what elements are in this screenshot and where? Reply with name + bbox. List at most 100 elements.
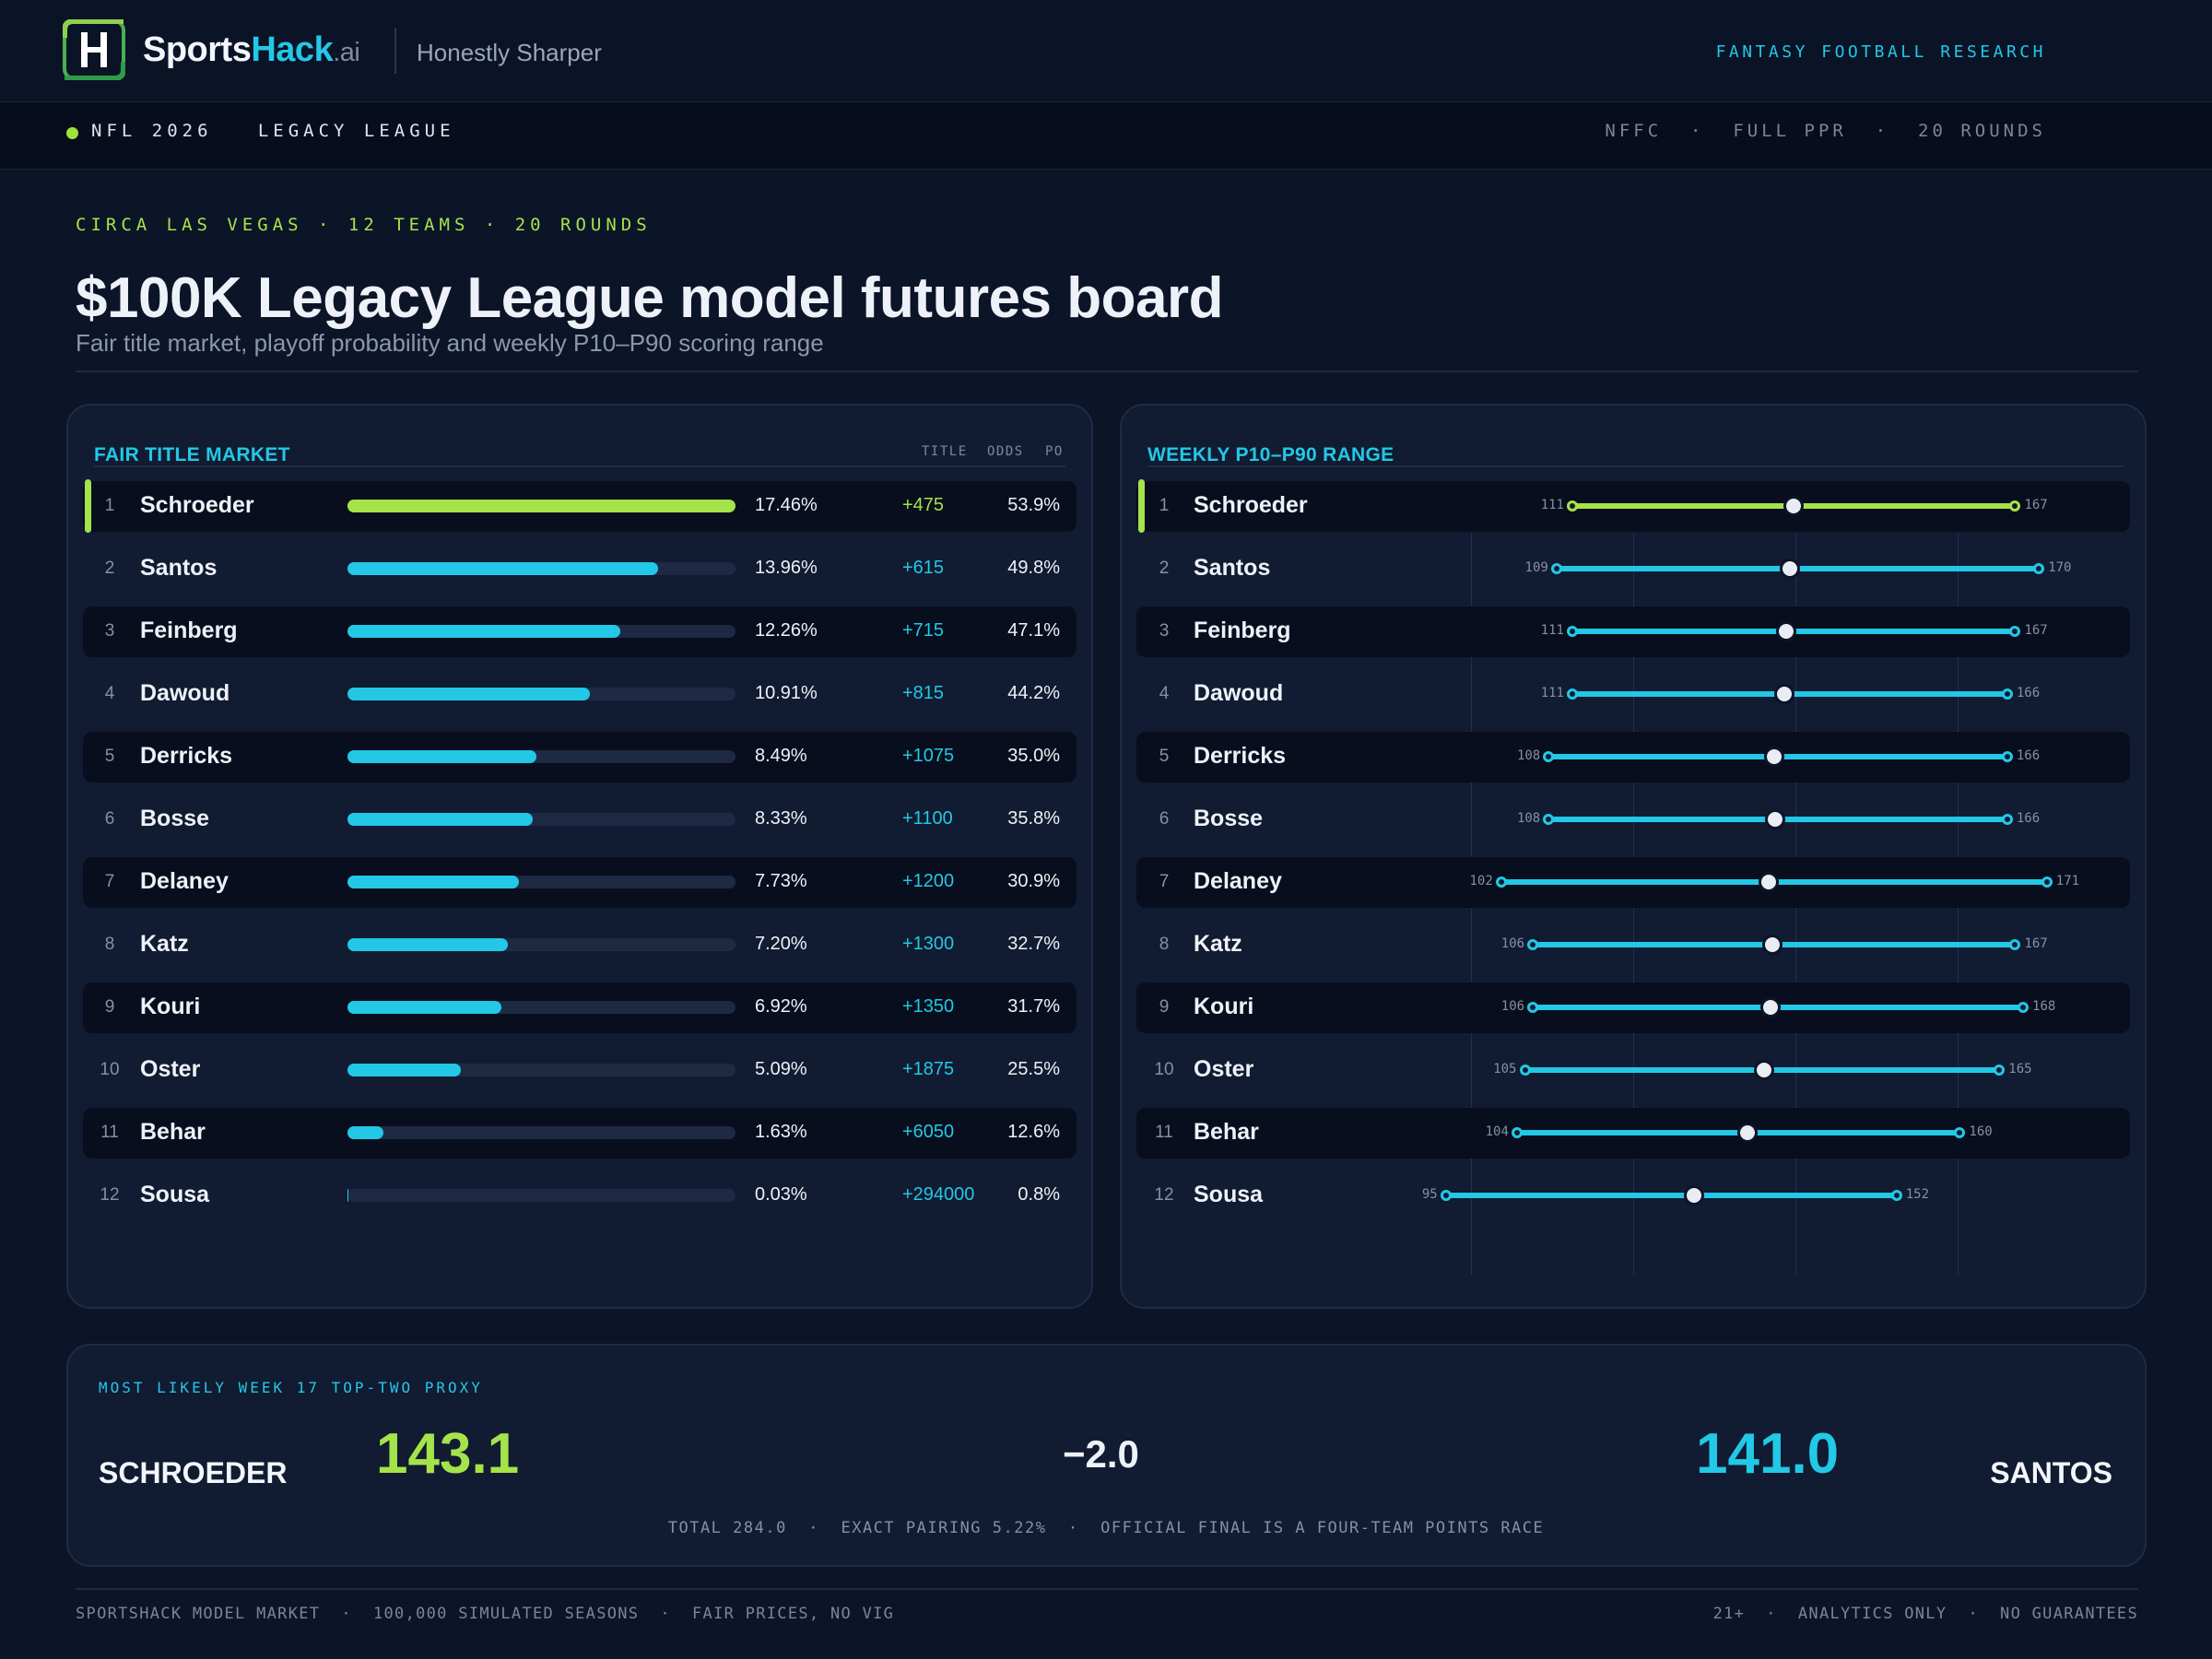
team-name[interactable]: Sousa	[140, 1182, 210, 1207]
playoff-probability: 12.6%	[1007, 1122, 1060, 1142]
page-title: $100K Legacy League model futures board	[76, 266, 1224, 330]
median-marker[interactable]	[1760, 997, 1782, 1018]
team-rank: 11	[1155, 1123, 1173, 1142]
playoff-probability: 53.9%	[1007, 495, 1060, 515]
p10-p90-range-line	[1445, 1193, 1897, 1198]
team-name[interactable]: Dawoud	[1194, 680, 1284, 706]
title-probability-fill	[347, 500, 735, 512]
p10-marker	[1566, 500, 1578, 512]
fair-odds: +715	[902, 620, 945, 641]
team-rank: 9	[1159, 997, 1170, 1017]
playoff-probability: 35.8%	[1007, 808, 1060, 829]
team-name[interactable]: Bosse	[1194, 806, 1264, 831]
sportshack-logo-icon[interactable]	[63, 19, 125, 80]
team-rank: 12	[1154, 1185, 1174, 1205]
title-probability-fill	[347, 938, 508, 951]
median-marker[interactable]	[1773, 684, 1794, 704]
footer-right: 21+ · ANALYTICS ONLY · NO GUARANTEES	[1712, 1605, 2138, 1623]
title-probability-bar	[347, 876, 735, 888]
median-marker[interactable]	[1775, 621, 1796, 641]
team-name[interactable]: Katz	[140, 931, 189, 957]
team-name[interactable]: Oster	[140, 1056, 201, 1082]
team-b-name: SANTOS	[1990, 1456, 2112, 1489]
team-a-name: SCHROEDER	[99, 1456, 288, 1489]
p90-value: 166	[2016, 686, 2041, 700]
median-marker[interactable]	[1764, 809, 1785, 830]
median-marker[interactable]	[1763, 747, 1784, 767]
title-percentage: 7.20%	[755, 934, 807, 954]
team-rank: 3	[104, 621, 115, 641]
median-marker[interactable]	[1783, 496, 1805, 516]
team-name[interactable]: Sousa	[1194, 1182, 1264, 1207]
team-name[interactable]: Schroeder	[140, 492, 254, 518]
brand-name[interactable]: SportsHack.ai	[143, 31, 360, 71]
fair-odds: +6050	[902, 1122, 955, 1142]
fair-odds: +1100	[902, 808, 953, 829]
fair-title-market-heading: FAIR TITLE MARKET	[94, 444, 290, 465]
team-name[interactable]: Bosse	[140, 806, 210, 831]
title-probability-fill	[347, 1064, 461, 1077]
title-probability-bar	[347, 1189, 735, 1202]
brand-ai: .ai	[333, 38, 360, 67]
title-probability-bar	[347, 938, 735, 951]
team-name[interactable]: Feinberg	[1194, 618, 1291, 643]
p10-value: 111	[1540, 686, 1564, 700]
p10-marker	[1495, 877, 1507, 888]
fair-odds: +475	[902, 495, 945, 515]
team-name[interactable]: Santos	[1194, 555, 1271, 581]
p10-value: 106	[1500, 999, 1525, 1014]
playoff-probability: 30.9%	[1007, 871, 1060, 891]
median-marker[interactable]	[1758, 872, 1779, 892]
fair-odds: +615	[902, 558, 945, 578]
team-name[interactable]: Katz	[1194, 931, 1242, 957]
team-name[interactable]: Delaney	[140, 868, 229, 894]
p90-marker	[1994, 1065, 2006, 1076]
team-name[interactable]: Derricks	[1194, 743, 1287, 769]
p90-value: 167	[2024, 936, 2048, 951]
team-name[interactable]: Dawoud	[140, 680, 230, 706]
team-rank: 10	[1154, 1060, 1174, 1079]
p90-value: 165	[2008, 1062, 2032, 1077]
title-probability-bar	[347, 813, 735, 826]
team-name[interactable]: Kouri	[1194, 994, 1254, 1019]
title-probability-fill	[347, 1001, 501, 1014]
p10-value: 104	[1485, 1124, 1509, 1139]
column-header-po[interactable]: PO	[1045, 444, 1064, 459]
median-marker[interactable]	[1737, 1123, 1759, 1143]
p90-value: 167	[2024, 498, 2048, 512]
team-rank: 7	[1159, 872, 1170, 891]
title-probability-bar	[347, 1064, 735, 1077]
p10-marker	[1440, 1190, 1452, 1201]
team-name[interactable]: Derricks	[140, 743, 233, 769]
team-rank: 7	[104, 872, 115, 891]
team-rank: 3	[1159, 621, 1170, 641]
title-percentage: 5.09%	[755, 1059, 807, 1079]
playoff-probability: 0.8%	[1018, 1184, 1060, 1205]
team-rank: 4	[104, 684, 115, 703]
team-name[interactable]: Schroeder	[1194, 492, 1308, 518]
column-header-odds[interactable]: ODDS	[987, 444, 1024, 459]
title-percentage: 0.03%	[755, 1184, 807, 1205]
team-rank: 8	[1159, 935, 1170, 954]
column-header-title[interactable]: TITLE	[922, 444, 968, 459]
median-marker[interactable]	[1762, 935, 1783, 955]
nav-fantasy-football-research[interactable]: FANTASY FOOTBALL RESEARCH	[1715, 42, 2046, 62]
title-probability-fill	[347, 813, 533, 826]
p10-marker	[1566, 626, 1578, 637]
p90-marker	[2001, 688, 2013, 700]
team-name[interactable]: Behar	[1194, 1119, 1259, 1145]
team-name[interactable]: Behar	[140, 1119, 206, 1145]
median-marker[interactable]	[1684, 1185, 1705, 1206]
median-marker[interactable]	[1754, 1060, 1775, 1080]
team-name[interactable]: Santos	[140, 555, 218, 581]
team-name[interactable]: Feinberg	[140, 618, 238, 643]
p10-marker	[1527, 1002, 1539, 1013]
median-marker[interactable]	[1779, 559, 1800, 579]
title-probability-bar	[347, 562, 735, 575]
team-name[interactable]: Kouri	[140, 994, 201, 1019]
team-name[interactable]: Delaney	[1194, 868, 1282, 894]
p90-value: 167	[2024, 623, 2048, 638]
title-percentage: 8.49%	[755, 746, 807, 766]
team-name[interactable]: Oster	[1194, 1056, 1254, 1082]
team-rank: 1	[1159, 496, 1170, 515]
